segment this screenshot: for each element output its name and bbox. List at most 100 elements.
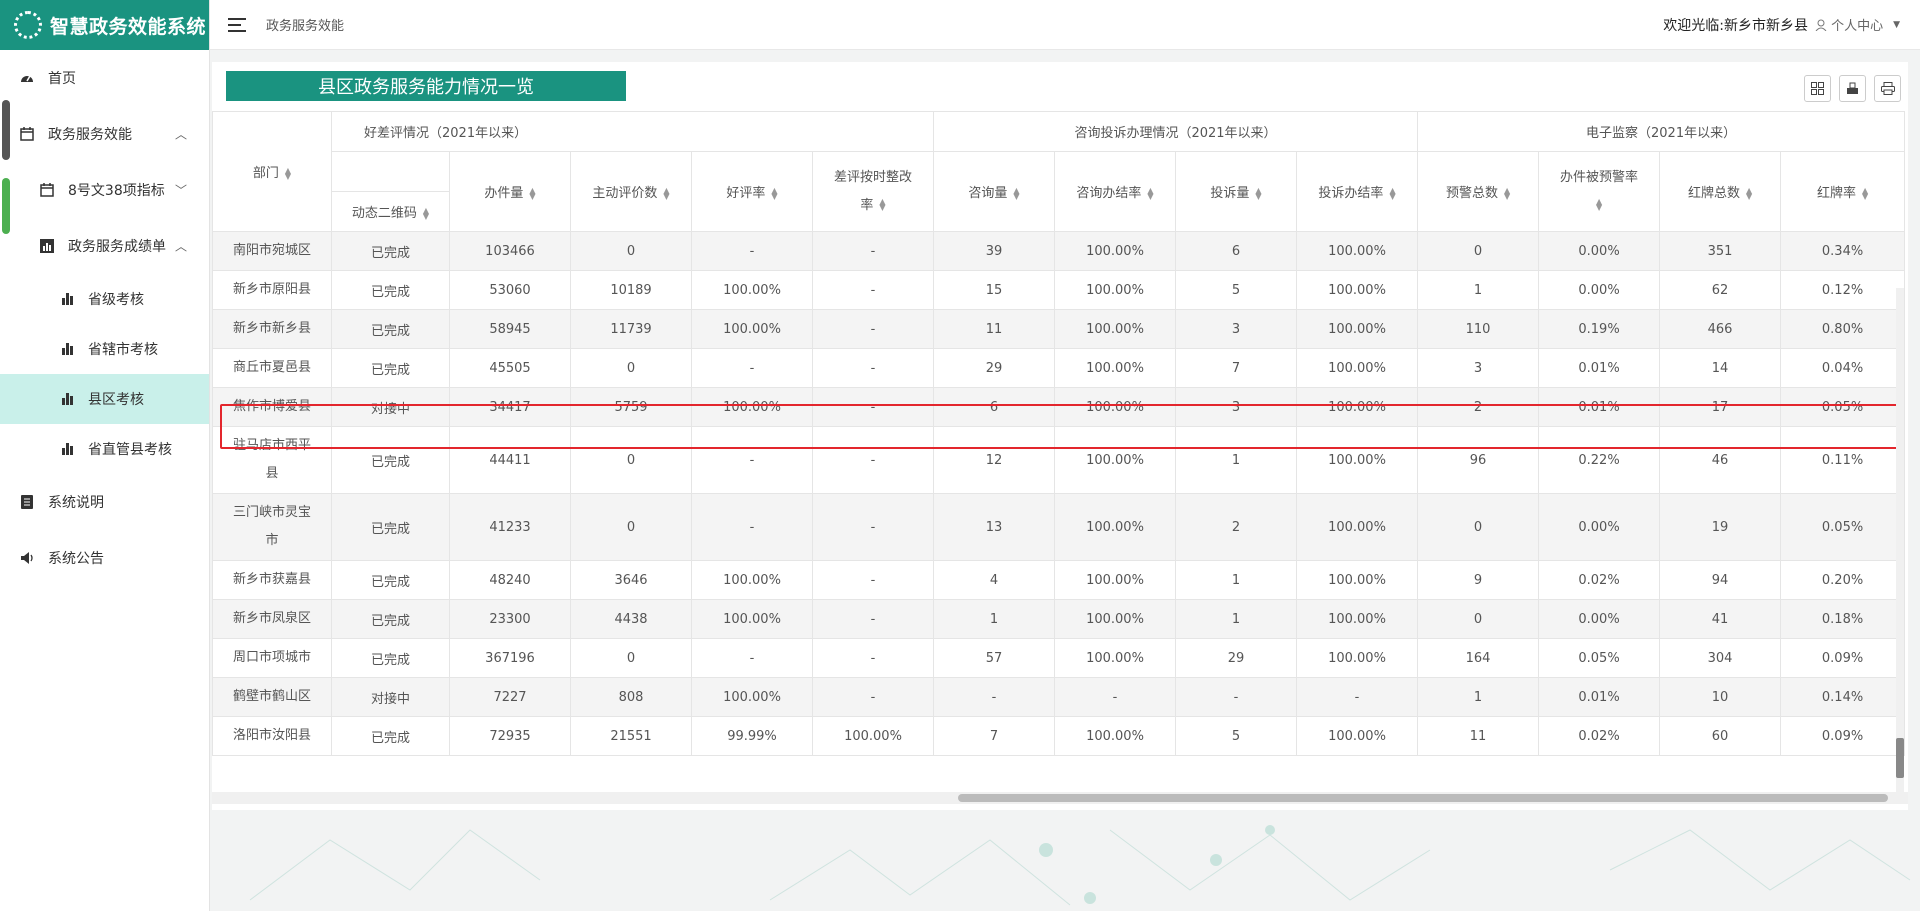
table-cell: 1 (1175, 426, 1297, 494)
table-cell: 10 (1659, 677, 1782, 717)
header-col-1[interactable]: 主动评价数 ▲ ▼ (570, 151, 692, 232)
sidebar-item-scorecard[interactable]: 政务服务成绩单 ︿ (0, 218, 209, 274)
table-cell: 0.09% (1780, 716, 1906, 756)
sidebar-item-announcement[interactable]: 系统公告 (0, 530, 209, 586)
table-row[interactable]: 商丘市夏邑县 已完成 45505 0- -29 100.00% 7 100.00% 3 0.01%… (212, 348, 1906, 388)
table-cell: - (812, 493, 934, 561)
header-label: 主动评价数 (592, 186, 658, 201)
table-cell: - (812, 309, 934, 349)
table-cell: 6 (933, 387, 1055, 427)
sidebar-item-province[interactable]: 省级考核 (0, 274, 209, 324)
cell-dept: 三门峡市灵宝市 (212, 493, 332, 561)
header-col-5[interactable]: 咨询办结率 ▲ ▼ (1054, 151, 1176, 232)
header-label: 好评率 (726, 186, 766, 201)
table-cell: 100.00% (1054, 426, 1176, 494)
table-row[interactable]: 洛阳市汝阳县 已完成 72935 21551 99.99% 100.00% 7 100.00%… (212, 716, 1906, 756)
caret-down-icon: ▼ (1893, 19, 1900, 30)
sidebar-item-38-indicators[interactable]: 8号文38项指标 ﹀ (0, 162, 209, 218)
print-button[interactable] (1874, 75, 1901, 102)
table-cell: 5 (1175, 270, 1297, 310)
table-cell: 72935 (449, 716, 571, 756)
scroll-thumb[interactable] (1896, 738, 1904, 778)
sidebar-item-label: 省直管县考核 (88, 442, 172, 458)
cell-qr-status: 已完成 (331, 309, 450, 349)
header-col-3[interactable]: 差评按时整改率 ▲ ▼ (812, 151, 934, 232)
group-header-supervision: 电子监察（2021年以来） (1417, 111, 1906, 152)
table-cell: 100.00% (1295, 560, 1419, 600)
grid-icon (1811, 82, 1824, 95)
table-row[interactable]: 新乡市获嘉县 已完成 48240 3646 100.00% -4 100.00% 1 100.0… (212, 560, 1906, 600)
sidebar-scroll-handle[interactable] (2, 100, 10, 160)
table-row[interactable]: 驻马店市西平县 已完成 44411 0- -12 100.00% 1 100.00% 96 0.2… (212, 426, 1906, 494)
table-cell: - (691, 426, 813, 494)
header-qr[interactable]: 动态二维码 ▲ ▼ (331, 191, 450, 232)
table-cell: 100.00% (1054, 231, 1176, 271)
table-cell: 2 (1175, 493, 1297, 561)
menu-toggle-icon[interactable] (228, 17, 246, 32)
vertical-scrollbar[interactable] (1896, 288, 1904, 798)
sidebar-scroll-handle-green[interactable] (2, 178, 10, 234)
table-cell: 29 (1175, 638, 1297, 678)
chevron-down-icon: ﹀ (174, 183, 187, 198)
header-col-9[interactable]: 办件被预警率 ▲ ▼ (1538, 151, 1661, 232)
table-cell: 100.00% (1295, 348, 1419, 388)
table-row[interactable]: 周口市项城市 已完成 367196 0- -57 100.00% 29 100.00% 164 0… (212, 638, 1906, 678)
table-cell: 1 (1175, 560, 1297, 600)
header-dept[interactable]: 部门 ▲ ▼ (212, 111, 332, 232)
table-row[interactable]: 新乡市原阳县 已完成 53060 10189 100.00% -15 100.00% 5 100… (212, 270, 1906, 310)
column-toggle-button[interactable] (1804, 75, 1831, 102)
table-cell: 4438 (570, 599, 692, 639)
sidebar-item-city[interactable]: 省辖市考核 (0, 324, 209, 374)
header-col-10[interactable]: 红牌总数 ▲ ▼ (1659, 151, 1782, 232)
header-col-11[interactable]: 红牌率 ▲ ▼ (1780, 151, 1906, 232)
header-col-7[interactable]: 投诉办结率 ▲ ▼ (1295, 151, 1419, 232)
table-row[interactable]: 鹤壁市鹤山区 对接中 7227 808 100.00% - - - - -1 0.01% 10 0.14… (212, 677, 1906, 717)
sort-icon: ▲ ▼ (663, 185, 670, 201)
table-row[interactable]: 焦作市博爱县 对接中 34417 5759 100.00% -6 100.00% 3 100.0… (212, 387, 1906, 427)
sidebar-item-gov-efficiency[interactable]: 政务服务效能 ︿ (0, 106, 209, 162)
sidebar-item-home[interactable]: 首页 (0, 50, 209, 106)
header-col-6[interactable]: 投诉量 ▲ ▼ (1175, 151, 1297, 232)
scroll-thumb[interactable] (958, 794, 1888, 802)
header-col-2[interactable]: 好评率 ▲ ▼ (691, 151, 813, 232)
table-row[interactable]: 新乡市凤泉区 已完成 23300 4438 100.00% -1 100.00% 1 100.0… (212, 599, 1906, 639)
sidebar-item-county[interactable]: 县区考核 (0, 374, 209, 424)
table-cell: 100.00% (691, 387, 813, 427)
header-col-0[interactable]: 办件量 ▲ ▼ (449, 151, 571, 232)
table-cell: 39 (933, 231, 1055, 271)
table-row[interactable]: 新乡市新乡县 已完成 58945 11739 100.00% -11 100.00% 3 100… (212, 309, 1906, 349)
table-cell: 23300 (449, 599, 571, 639)
table-cell: - (812, 677, 934, 717)
table-row[interactable]: 南阳市宛城区 已完成 103466 0- -39 100.00% 6 100.00% 0 0.00… (212, 231, 1906, 271)
table-cell: 0 (570, 348, 692, 388)
sidebar-item-label: 系统公告 (48, 551, 104, 567)
cell-dept: 新乡市原阳县 (212, 270, 332, 310)
table-cell: 53060 (449, 270, 571, 310)
header-label: 动态二维码 (351, 206, 417, 221)
table-cell: 0.22% (1538, 426, 1661, 494)
table-cell: - (812, 270, 934, 310)
table-cell: 100.00% (1054, 348, 1176, 388)
table-cell: 110 (1417, 309, 1540, 349)
table-cell: 48240 (449, 560, 571, 600)
sidebar-item-system-info[interactable]: 系统说明 (0, 474, 209, 530)
sort-icon: ▲ ▼ (1861, 185, 1869, 201)
table-cell: 0.00% (1538, 493, 1661, 561)
user-center-menu[interactable]: 个人中心 ▼ (1815, 15, 1900, 34)
bar-chart-icon (60, 442, 74, 456)
cell-dept: 新乡市新乡县 (212, 309, 332, 349)
cell-dept: 新乡市凤泉区 (212, 599, 332, 639)
sidebar-item-label: 省辖市考核 (88, 342, 158, 358)
export-button[interactable] (1839, 75, 1866, 102)
header-col-8[interactable]: 预警总数 ▲ ▼ (1417, 151, 1540, 232)
horizontal-scrollbar[interactable] (212, 792, 1908, 804)
header-col-4[interactable]: 咨询量 ▲ ▼ (933, 151, 1055, 232)
sidebar-item-direct-county[interactable]: 省直管县考核 (0, 424, 209, 474)
table-cell: 14 (1659, 348, 1782, 388)
bar-chart-icon (60, 292, 74, 306)
table-row[interactable]: 三门峡市灵宝市 已完成 41233 0- -13 100.00% 2 100.00% 0 0.00… (212, 493, 1906, 561)
table-cell: 5759 (570, 387, 692, 427)
table-cell: 6 (1175, 231, 1297, 271)
table-cell: - (812, 231, 934, 271)
table-cell: 0 (1417, 493, 1540, 561)
